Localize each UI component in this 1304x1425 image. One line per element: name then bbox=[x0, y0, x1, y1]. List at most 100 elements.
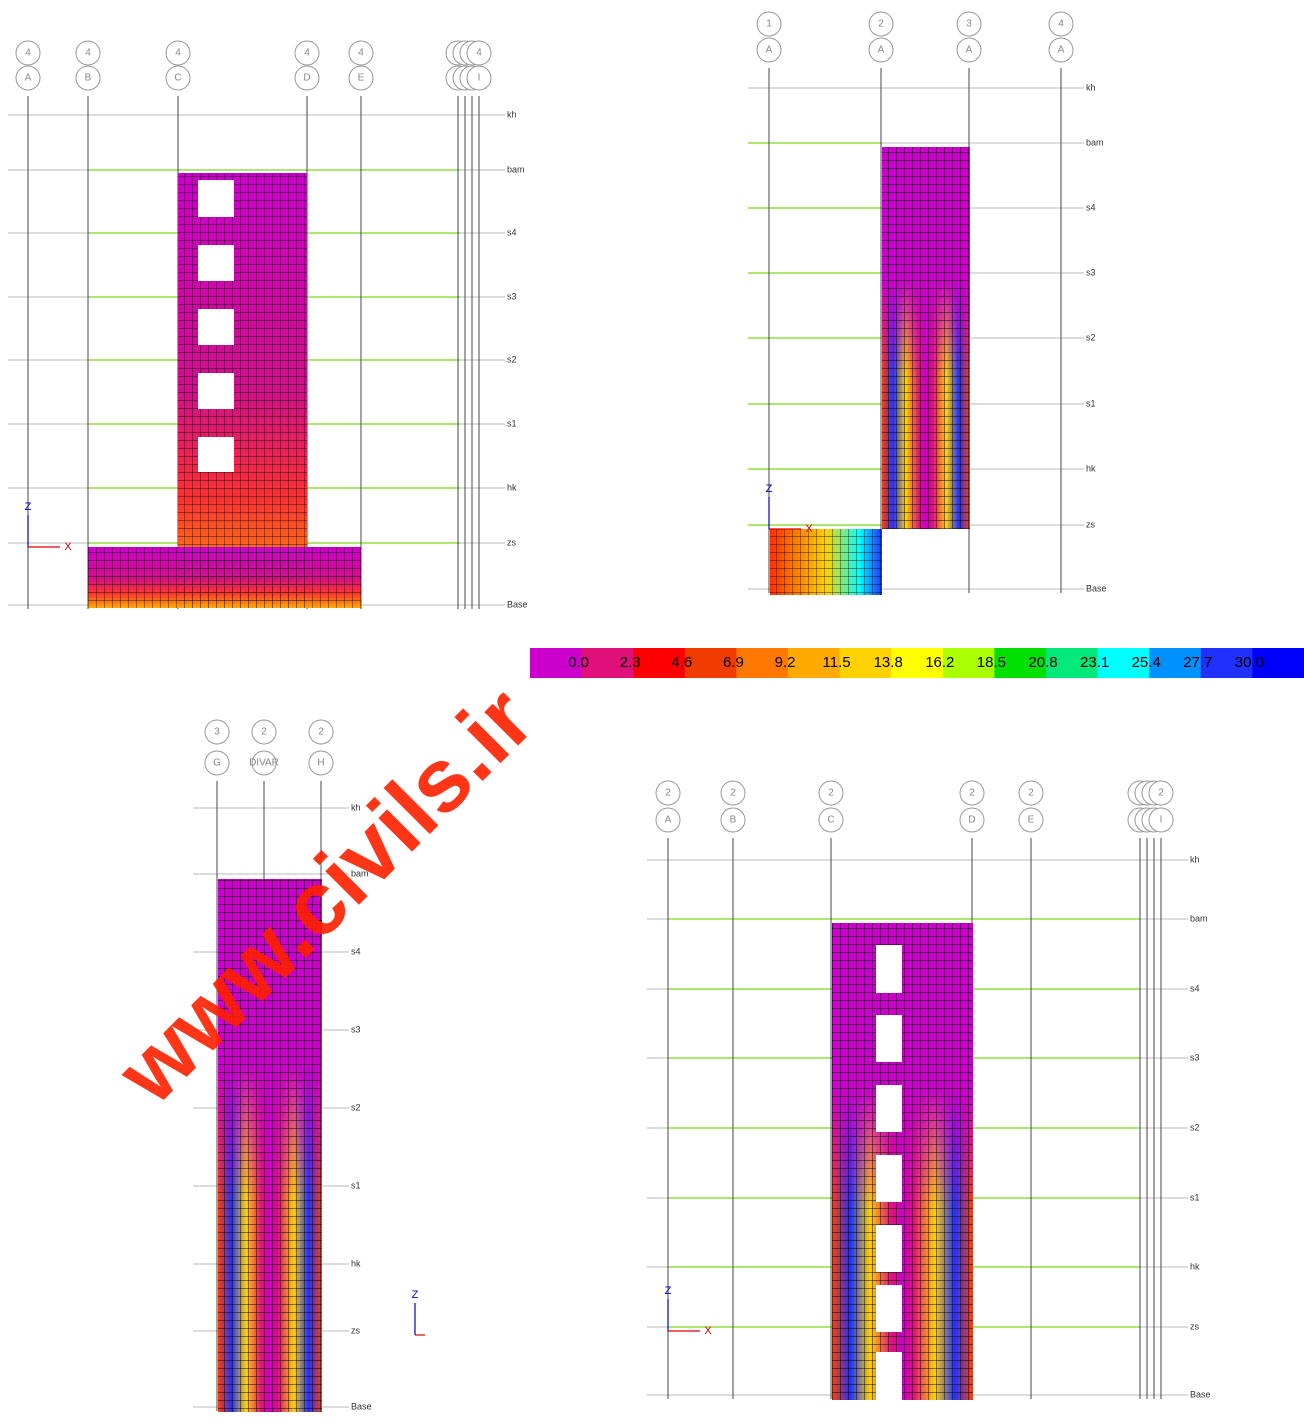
axis-x-label: X bbox=[805, 523, 813, 535]
opening bbox=[876, 1225, 902, 1272]
grid-label: 2 bbox=[730, 788, 736, 799]
story-label: s1 bbox=[507, 418, 517, 428]
wall-mesh bbox=[882, 147, 970, 529]
axis-x-label: X bbox=[64, 541, 72, 553]
story-label: s3 bbox=[351, 1024, 361, 1034]
grid-label: E bbox=[358, 73, 365, 84]
story-label: s4 bbox=[1086, 202, 1096, 212]
opening bbox=[876, 1085, 902, 1132]
story-label: Base bbox=[351, 1401, 372, 1411]
story-label: s2 bbox=[1190, 1122, 1200, 1132]
grid-label: 2 bbox=[261, 727, 267, 738]
story-label: zs bbox=[507, 537, 517, 547]
grid-label: D bbox=[968, 815, 975, 826]
legend-label: 27.7 bbox=[1183, 654, 1212, 671]
story-label: zs bbox=[1190, 1321, 1200, 1331]
story-label: Base bbox=[1086, 583, 1107, 593]
legend-label: 0.0 bbox=[568, 654, 589, 671]
grid-label: 4 bbox=[304, 48, 310, 59]
legend-label: 2.3 bbox=[620, 654, 641, 671]
grid-label: G bbox=[213, 758, 221, 769]
story-label: s4 bbox=[1190, 983, 1200, 993]
grid-label: 2 bbox=[318, 727, 324, 738]
story-label: s4 bbox=[351, 946, 361, 956]
grid-label: 3 bbox=[966, 19, 972, 30]
panel: khbams4s3s2s1hkzsBase4A4B4C4D4E4F4G4H4IZ… bbox=[8, 41, 528, 609]
story-label: Base bbox=[507, 599, 528, 609]
grid-label: 2 bbox=[969, 788, 975, 799]
legend-label: 30.0 bbox=[1235, 654, 1264, 671]
story-label: hk bbox=[1190, 1261, 1200, 1271]
grid-label: A bbox=[665, 815, 672, 826]
story-label: s3 bbox=[507, 291, 517, 301]
wall-mesh bbox=[178, 173, 307, 608]
opening bbox=[198, 309, 234, 345]
screen: khbams4s3s2s1hkzsBase4A4B4C4D4E4F4G4H4IZ… bbox=[0, 0, 1304, 1420]
grid-label: A bbox=[878, 45, 885, 56]
story-label: Base bbox=[1190, 1389, 1211, 1399]
grid-label: 2 bbox=[1158, 788, 1164, 799]
grid-label: DIVAR bbox=[249, 758, 279, 769]
grid-label: I bbox=[478, 73, 481, 84]
grid-label: 3 bbox=[214, 727, 220, 738]
opening bbox=[876, 1155, 902, 1202]
legend-label: 9.2 bbox=[775, 654, 796, 671]
story-label: kh bbox=[1086, 82, 1096, 92]
axis-x-label: X bbox=[704, 1325, 712, 1337]
grid-label: B bbox=[85, 73, 92, 84]
opening bbox=[876, 1352, 902, 1400]
axis-z-label: Z bbox=[665, 1285, 672, 1297]
story-label: hk bbox=[1086, 463, 1096, 473]
legend-label: 23.1 bbox=[1080, 654, 1109, 671]
grid-label: 2 bbox=[878, 19, 884, 30]
story-label: s3 bbox=[1190, 1052, 1200, 1062]
grid-label: A bbox=[25, 73, 32, 84]
story-label: zs bbox=[1086, 519, 1096, 529]
grid-label: 2 bbox=[828, 788, 834, 799]
story-label: kh bbox=[1190, 854, 1200, 864]
grid-label: 4 bbox=[25, 48, 31, 59]
grid-label: E bbox=[1028, 815, 1035, 826]
grid-label: 1 bbox=[766, 19, 772, 30]
story-label: bam bbox=[1086, 137, 1104, 147]
grid-label: 2 bbox=[665, 788, 671, 799]
grid-label: A bbox=[1058, 45, 1065, 56]
legend-label: 4.6 bbox=[671, 654, 692, 671]
story-label: s2 bbox=[351, 1102, 361, 1112]
legend-label: 25.4 bbox=[1132, 654, 1161, 671]
story-label: s4 bbox=[507, 227, 517, 237]
grid-label: 2 bbox=[1028, 788, 1034, 799]
opening bbox=[198, 245, 234, 281]
opening bbox=[198, 180, 234, 217]
grid-label: 4 bbox=[175, 48, 181, 59]
grid-label: 4 bbox=[85, 48, 91, 59]
legend-label: 20.8 bbox=[1028, 654, 1057, 671]
grid-label: C bbox=[827, 815, 834, 826]
legend-label: 16.2 bbox=[925, 654, 954, 671]
opening bbox=[876, 1285, 902, 1332]
story-label: s1 bbox=[1190, 1192, 1200, 1202]
story-label: kh bbox=[507, 109, 517, 119]
story-label: s1 bbox=[1086, 398, 1096, 408]
legend-label: 13.8 bbox=[874, 654, 903, 671]
grid-label: A bbox=[766, 45, 773, 56]
story-label: zs bbox=[351, 1325, 361, 1335]
axis-z-label: Z bbox=[412, 1289, 419, 1301]
wall-mesh bbox=[88, 547, 361, 608]
grid-label: 4 bbox=[476, 48, 482, 59]
grid-label: D bbox=[303, 73, 310, 84]
opening bbox=[876, 945, 902, 993]
opening bbox=[198, 437, 234, 472]
opening bbox=[876, 1015, 902, 1062]
story-label: s3 bbox=[1086, 267, 1096, 277]
panel: khbams4s3s2s1hkzsBase2A2B2C2D2E2F2G2H2IZ… bbox=[647, 781, 1211, 1400]
axis-z-label: Z bbox=[25, 501, 32, 513]
grid-label: B bbox=[730, 815, 737, 826]
story-label: s2 bbox=[507, 354, 517, 364]
story-label: bam bbox=[507, 164, 525, 174]
legend-label: 18.5 bbox=[977, 654, 1006, 671]
grid-label: H bbox=[317, 758, 324, 769]
grid-label: 4 bbox=[358, 48, 364, 59]
axis-z-label: Z bbox=[766, 483, 773, 495]
opening bbox=[198, 373, 234, 409]
